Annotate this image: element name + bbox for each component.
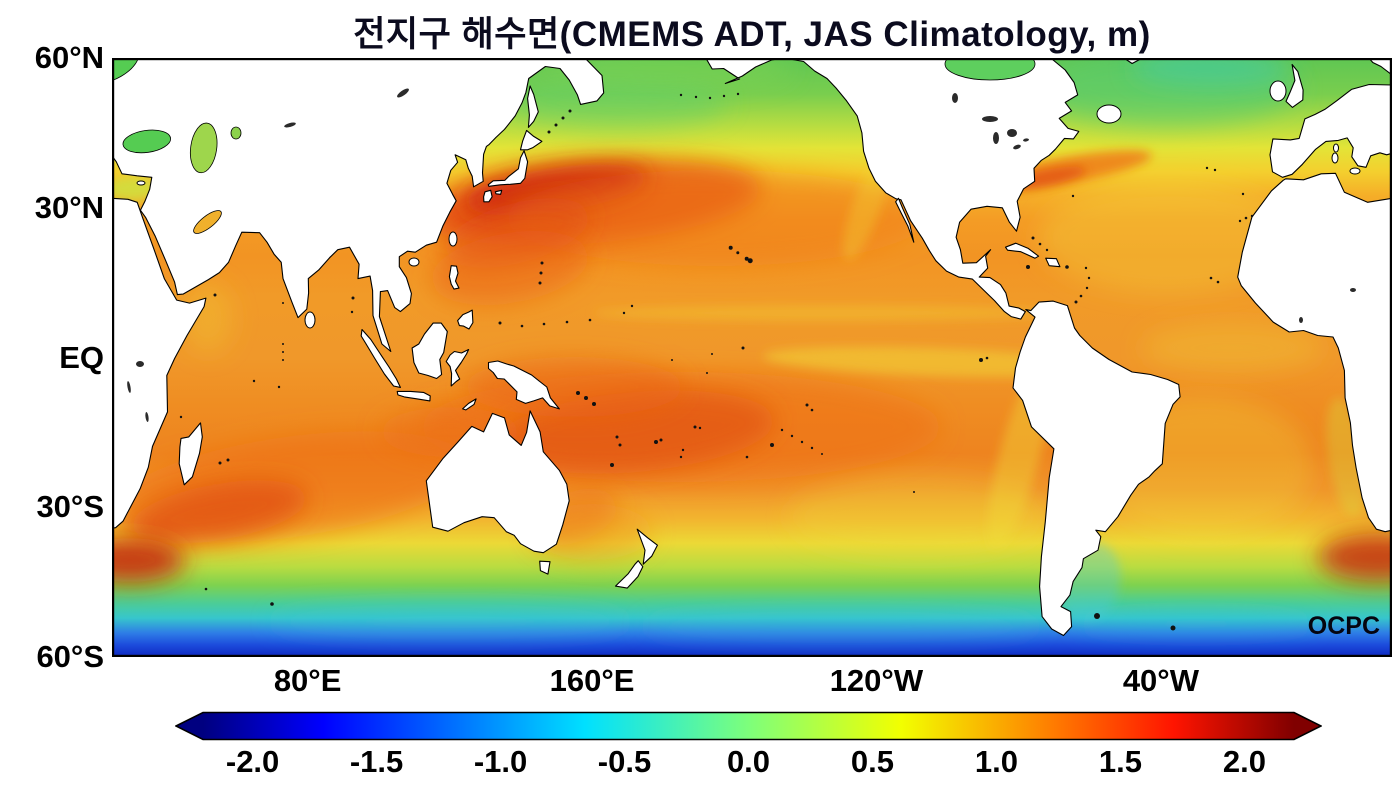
- ytick-30n: 30°N: [34, 189, 104, 225]
- xtick-120w: 120°W: [829, 663, 924, 698]
- xtick-40w: 40°W: [1122, 663, 1199, 698]
- ytick-60n: 60°N: [34, 40, 104, 75]
- ytick-30s: 30°S: [36, 489, 104, 525]
- cbtick: 1.5: [1098, 744, 1142, 779]
- xtick-80e: 80°E: [273, 663, 342, 698]
- cbtick: 0.5: [850, 744, 895, 779]
- cbtick: 2.0: [1222, 744, 1266, 779]
- cbtick: -2.0: [225, 744, 280, 779]
- colorbar-gradient-bar: [175, 711, 1322, 741]
- xtick-160e: 160°E: [549, 663, 635, 698]
- colorbar: [175, 711, 1322, 741]
- cbtick: 0.0: [726, 744, 771, 779]
- ytick-60s: 60°S: [36, 639, 104, 674]
- cbtick: -1.0: [473, 744, 528, 779]
- cbtick: -0.5: [597, 744, 652, 779]
- chart-title: 전지구 해수면(CMEMS ADT, JAS Climatology, m): [353, 15, 1151, 54]
- world-map: [112, 58, 1392, 657]
- cbtick: -1.5: [349, 744, 404, 779]
- colorbar-ticks: -2.0 -1.5 -1.0 -0.5 0.0 0.5 1.0 1.5 2.0: [203, 744, 1294, 784]
- ytick-eq: EQ: [59, 339, 104, 375]
- cbtick: 1.0: [974, 744, 1018, 779]
- ocpc-watermark: OCPC: [1307, 612, 1380, 640]
- map-plot-area: [112, 58, 1392, 657]
